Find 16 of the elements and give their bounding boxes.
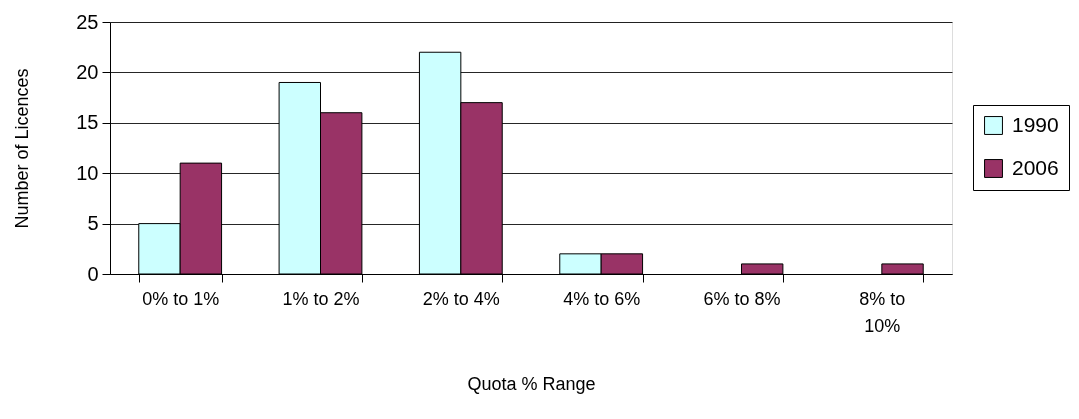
x-tick-label: 0% to 1%	[142, 288, 220, 309]
x-tick-label: 6% to 8%	[703, 288, 781, 309]
y-tick-label: 5	[87, 212, 99, 235]
x-tick-label: 4% to 6%	[563, 288, 641, 309]
x-tick-label: 1% to 2%	[282, 288, 360, 309]
y-axis-title: Number of Licences	[12, 68, 33, 229]
y-tick-label: 25	[76, 10, 99, 33]
legend-label: 1990	[1012, 112, 1059, 136]
x-tick-label: 2% to 4%	[422, 288, 500, 309]
y-tick-label: 15	[76, 111, 99, 134]
x-tick-label: 8% to 10%	[859, 288, 906, 336]
y-tick-label: 10	[76, 161, 99, 184]
x-axis-title: Quota % Range	[467, 373, 596, 394]
y-tick-label: 0	[87, 262, 99, 285]
legend-label: 2006	[1012, 155, 1059, 179]
y-tick-label: 20	[76, 60, 99, 83]
